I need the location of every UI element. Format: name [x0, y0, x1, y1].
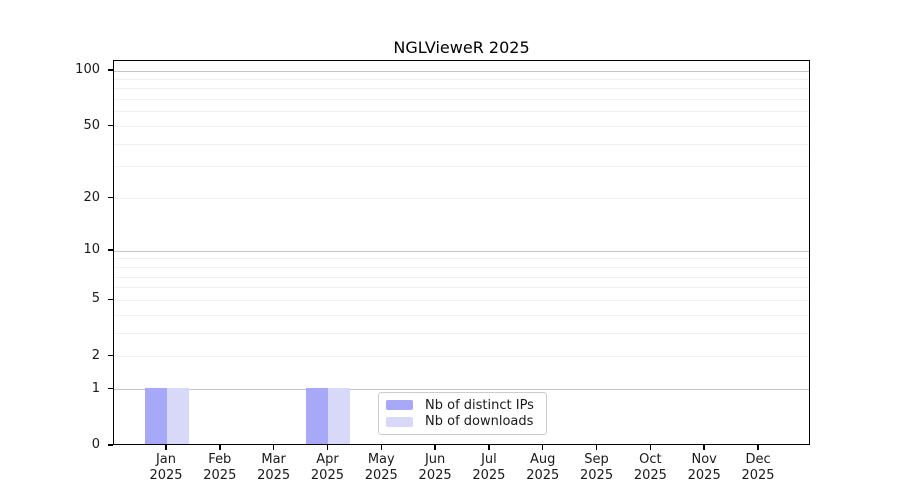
minor-gridline: [114, 258, 809, 260]
y-tick-mark: [108, 444, 113, 446]
x-tick-label: Aug 2025: [526, 452, 560, 483]
major-gridline: [114, 70, 809, 72]
legend: Nb of distinct IPs Nb of downloads: [378, 392, 547, 435]
x-tick-mark: [488, 445, 490, 450]
bar-nb-of-downloads: [167, 387, 189, 444]
y-tick-label: 100: [75, 62, 100, 77]
minor-gridline: [114, 266, 809, 268]
x-tick-mark: [219, 445, 221, 450]
x-tick-mark: [326, 445, 329, 450]
x-tick-label: Mar 2025: [257, 452, 291, 483]
y-tick-mark: [108, 354, 113, 357]
minor-gridline: [114, 111, 809, 113]
y-tick-mark: [108, 298, 113, 301]
minor-gridline: [114, 332, 809, 334]
y-tick-mark: [108, 124, 113, 127]
x-tick-mark: [380, 445, 383, 450]
minor-gridline: [114, 143, 809, 145]
x-tick-label: Jun 2025: [418, 452, 452, 483]
legend-swatch: [386, 400, 413, 411]
x-tick-mark: [272, 445, 275, 450]
x-tick-label: Sep 2025: [580, 452, 614, 483]
major-gridline: [114, 250, 809, 252]
y-tick-label: 2: [91, 347, 100, 363]
plot-area: [113, 60, 810, 445]
x-tick-label: Dec 2025: [741, 452, 775, 483]
minor-gridline: [114, 166, 809, 168]
minor-gridline: [114, 99, 809, 101]
x-tick-label: Apr 2025: [310, 452, 344, 483]
y-tick-mark: [108, 196, 113, 199]
x-tick-mark: [595, 445, 598, 450]
chart-title: NGLVieweR 2025: [393, 38, 530, 57]
y-tick-mark: [108, 69, 113, 71]
minor-gridline: [114, 356, 809, 358]
x-tick-mark: [649, 445, 652, 450]
minor-gridline: [114, 126, 809, 128]
x-tick-label: Jul 2025: [472, 452, 506, 483]
y-tick-mark: [108, 387, 113, 390]
major-gridline: [114, 389, 809, 391]
x-tick-label: Nov 2025: [687, 452, 721, 483]
x-tick-mark: [434, 445, 436, 450]
legend-label: Nb of distinct IPs: [425, 397, 534, 413]
legend-swatch: [386, 416, 413, 427]
x-tick-mark: [165, 445, 167, 450]
x-tick-label: Feb 2025: [203, 452, 237, 483]
y-tick-label: 10: [83, 242, 100, 258]
bar-nb-of-downloads: [328, 387, 351, 444]
minor-gridline: [114, 78, 809, 80]
bar-nb-of-distinct-ips: [145, 387, 167, 444]
minor-gridline: [114, 287, 809, 289]
minor-gridline: [114, 314, 809, 316]
minor-gridline: [114, 198, 809, 200]
minor-gridline: [114, 276, 809, 278]
minor-gridline: [114, 88, 809, 90]
bar-nb-of-distinct-ips: [306, 387, 329, 444]
y-tick-label: 0: [91, 437, 100, 452]
y-tick-label: 1: [91, 380, 100, 396]
legend-row: Nb of distinct IPs: [386, 397, 538, 414]
x-tick-label: May 2025: [364, 452, 398, 483]
x-tick-label: Jan 2025: [149, 452, 183, 483]
y-tick-label: 20: [83, 189, 100, 205]
minor-gridline: [114, 299, 809, 301]
legend-label: Nb of downloads: [425, 414, 534, 430]
x-tick-label: Oct 2025: [633, 452, 667, 483]
x-tick-mark: [703, 445, 705, 450]
x-tick-mark: [757, 445, 759, 450]
y-tick-label: 50: [83, 117, 100, 133]
y-tick-label: 5: [91, 291, 100, 307]
legend-row: Nb of downloads: [386, 414, 538, 431]
x-tick-mark: [541, 445, 544, 450]
y-tick-mark: [108, 249, 113, 251]
